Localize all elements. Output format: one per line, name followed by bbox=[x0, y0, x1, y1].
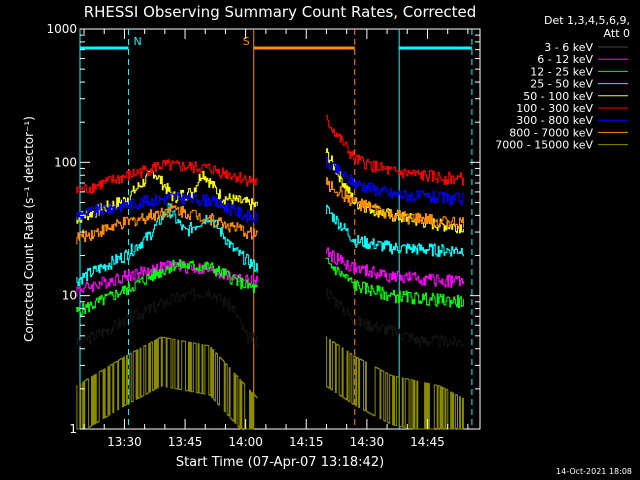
series-group bbox=[76, 115, 464, 430]
legend-header-line2: Att 0 bbox=[604, 27, 630, 40]
legend-label: 25 - 50 keV bbox=[530, 78, 593, 91]
series-line-pre bbox=[76, 170, 258, 224]
x-tick-label: 13:30 bbox=[107, 435, 142, 449]
y-axis-ticks: 1 10 100 1000 bbox=[46, 22, 480, 436]
series-line-pre bbox=[76, 336, 258, 430]
series-line-pre bbox=[76, 191, 258, 223]
legend-label: 7000 - 15000 keV bbox=[495, 139, 593, 152]
y-axis-label: Corrected Count Rate (s⁻¹ detector⁻¹) bbox=[22, 116, 36, 342]
series-line-post bbox=[325, 157, 464, 206]
series-line-pre bbox=[76, 159, 258, 195]
date-stamp: 14-Oct-2021 18:08 bbox=[556, 467, 632, 476]
legend-label: 12 - 25 keV bbox=[530, 65, 593, 78]
series-line-post bbox=[325, 287, 464, 349]
series-line-pre bbox=[76, 203, 258, 245]
chart-title: RHESSI Observing Summary Count Rates, Co… bbox=[84, 3, 477, 21]
legend-label: 6 - 12 keV bbox=[537, 53, 593, 66]
x-tick-label: 14:15 bbox=[289, 435, 324, 449]
y-tick-label: 10 bbox=[62, 289, 77, 303]
legend-label: 800 - 7000 keV bbox=[509, 126, 593, 139]
series-line-post bbox=[325, 336, 464, 430]
series-line-post bbox=[325, 115, 464, 186]
x-tick-label: 14:30 bbox=[350, 435, 385, 449]
series-line-post bbox=[325, 247, 464, 288]
legend-label: 3 - 6 keV bbox=[544, 41, 593, 54]
marker-label: N bbox=[133, 35, 141, 48]
y-tick-label: 100 bbox=[54, 155, 77, 169]
x-tick-label: 14:00 bbox=[228, 435, 263, 449]
x-tick-label: 14:45 bbox=[410, 435, 445, 449]
legend-label: 300 - 800 keV bbox=[516, 114, 593, 127]
y-tick-label: 1000 bbox=[46, 22, 77, 36]
x-tick-label: 13:45 bbox=[168, 435, 203, 449]
legend-header-line1: Det 1,3,4,5,6,9, bbox=[544, 14, 630, 27]
marker-label: S bbox=[243, 35, 250, 48]
x-axis-ticks: 13:30 13:45 14:00 14:15 14:30 14:45 bbox=[83, 29, 469, 449]
series-line-post bbox=[325, 257, 464, 309]
series-line-pre bbox=[76, 259, 258, 318]
legend-label: 50 - 100 keV bbox=[523, 90, 593, 103]
series-line-post bbox=[325, 177, 464, 229]
series-line-pre bbox=[76, 288, 258, 349]
x-axis-label: Start Time (07-Apr-07 13:18:42) bbox=[176, 455, 384, 470]
series-line-post bbox=[325, 204, 464, 257]
series-line-pre bbox=[76, 259, 258, 297]
legend-label: 100 - 300 keV bbox=[516, 102, 593, 115]
y-tick-label: 1 bbox=[69, 422, 77, 436]
